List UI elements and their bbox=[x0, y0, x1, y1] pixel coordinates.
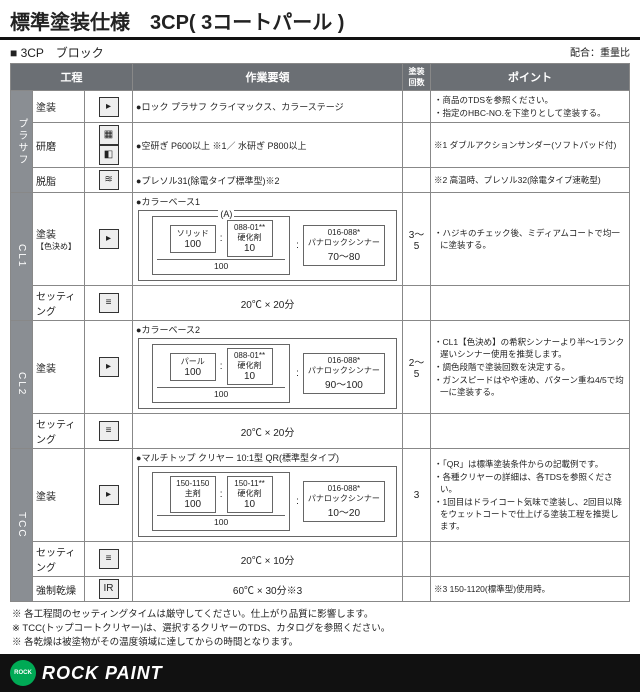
point-cell bbox=[431, 286, 630, 321]
page-title: 標準塗装仕様 3CP( 3コートパール ) bbox=[0, 0, 640, 40]
work-cell: マルチトップ クリヤー 10:1型 QR(標準型タイプ)150-1150主剤10… bbox=[133, 449, 403, 542]
work-cell: プレソル31(除電タイプ標準型)※2 bbox=[133, 168, 403, 193]
proc-icon: ◧ bbox=[99, 145, 119, 165]
hdr-proc: 工程 bbox=[11, 64, 133, 91]
proc-icon: ≡ bbox=[99, 421, 119, 441]
proc-icon: ▸ bbox=[99, 97, 119, 117]
work-cell: 20℃ × 20分 bbox=[133, 286, 403, 321]
count-cell: 3～5 bbox=[403, 193, 431, 286]
point-cell: 商品のTDSを参照ください。指定のHBC-NO.を下塗りとして塗装する。 bbox=[431, 91, 630, 123]
work-cell: 60℃ × 30分※3 bbox=[133, 577, 403, 602]
proc-icon: ▸ bbox=[99, 229, 119, 249]
proc-cell: 研磨 bbox=[33, 123, 85, 168]
stage-label: プラサフ bbox=[11, 91, 33, 193]
spec-table: 工程 作業要領 塗装 回数 ポイント プラサフ塗装▸ロック プラサフ クライマッ… bbox=[10, 63, 630, 602]
work-cell: カラーベース2パール100:088-01**硬化剤10100:016-088*パ… bbox=[133, 321, 403, 414]
hdr-work: 作業要領 bbox=[133, 64, 403, 91]
point-cell: ※2 高温時、プレソル32(除電タイプ速乾型) bbox=[431, 168, 630, 193]
proc-icon: ≡ bbox=[99, 293, 119, 313]
point-cell bbox=[431, 542, 630, 577]
work-cell: 空研ぎ P600以上 ※1／ 水研ぎ P800以上 bbox=[133, 123, 403, 168]
logo-icon: ROCK bbox=[10, 660, 36, 686]
proc-cell: 塗装 bbox=[33, 321, 85, 414]
count-cell bbox=[403, 123, 431, 168]
count-cell bbox=[403, 542, 431, 577]
proc-icon: ▦ bbox=[99, 125, 119, 145]
proc-icon: ≋ bbox=[99, 170, 119, 190]
point-cell: ※3 150-1120(標準型)使用時。 bbox=[431, 577, 630, 602]
point-cell: 「QR」は標準塗装条件からの記載例です。各種クリヤーの詳細は、各TDSを参照くだ… bbox=[431, 449, 630, 542]
mix-label: 配合：重量比 bbox=[570, 44, 630, 61]
footnotes: ※ 各工程間のセッティングタイムは厳守してください。仕上がり品質に影響します。※… bbox=[0, 602, 640, 650]
work-cell: ロック プラサフ クライマックス、カラーステージ bbox=[133, 91, 403, 123]
point-cell: ※1 ダブルアクションサンダー(ソフトパッド付) bbox=[431, 123, 630, 168]
proc-icon: IR bbox=[99, 579, 119, 599]
work-cell: 20℃ × 10分 bbox=[133, 542, 403, 577]
count-cell bbox=[403, 286, 431, 321]
proc-icon: ▸ bbox=[99, 357, 119, 377]
footer: ROCK ROCK PAINT bbox=[0, 654, 640, 692]
work-cell: カラーベース1(A)ソリッド100:088-01**硬化剤10100:016-0… bbox=[133, 193, 403, 286]
count-cell bbox=[403, 577, 431, 602]
stage-label: CL1 bbox=[11, 193, 33, 321]
point-cell: CL1【色決め】の希釈シンナーより半～1ランク遅いシンナー使用を推奨します。調色… bbox=[431, 321, 630, 414]
proc-cell: セッティング bbox=[33, 286, 85, 321]
count-cell bbox=[403, 91, 431, 123]
count-cell bbox=[403, 414, 431, 449]
count-cell: 3 bbox=[403, 449, 431, 542]
point-cell: ハジキのチェック後、ミディアムコートで均一に塗装する。 bbox=[431, 193, 630, 286]
proc-cell: セッティング bbox=[33, 414, 85, 449]
work-cell: 20℃ × 20分 bbox=[133, 414, 403, 449]
point-cell bbox=[431, 414, 630, 449]
proc-icon: ≡ bbox=[99, 549, 119, 569]
proc-icon: ▸ bbox=[99, 485, 119, 505]
proc-cell: 塗装 bbox=[33, 449, 85, 542]
proc-cell: セッティング bbox=[33, 542, 85, 577]
proc-cell: 脱脂 bbox=[33, 168, 85, 193]
block-label: 3CP ブロック bbox=[10, 44, 104, 61]
hdr-point: ポイント bbox=[431, 64, 630, 91]
stage-label: TCC bbox=[11, 449, 33, 602]
brand-name: ROCK PAINT bbox=[42, 663, 163, 684]
proc-cell: 塗装 bbox=[33, 91, 85, 123]
hdr-count: 塗装 回数 bbox=[403, 64, 431, 91]
stage-label: CL2 bbox=[11, 321, 33, 449]
proc-cell: 塗装【色決め】 bbox=[33, 193, 85, 286]
proc-cell: 強制乾燥 bbox=[33, 577, 85, 602]
count-cell bbox=[403, 168, 431, 193]
count-cell: 2～5 bbox=[403, 321, 431, 414]
